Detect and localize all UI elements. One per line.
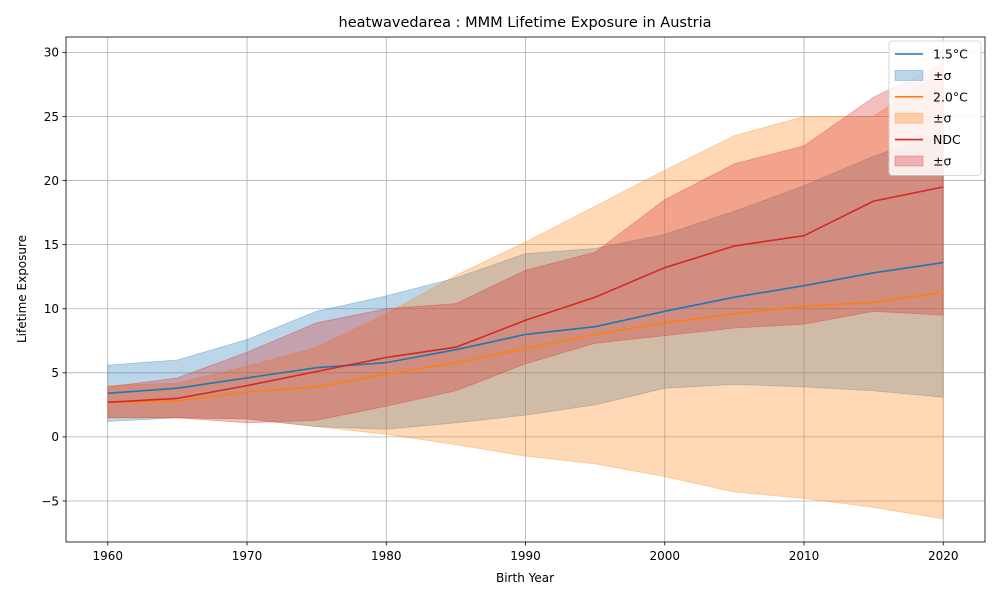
x-tick-label: 1990 — [510, 549, 541, 563]
x-tick-label: 1970 — [232, 549, 263, 563]
line-1-5-c — [107, 261, 944, 395]
x-tick-label: 1960 — [92, 549, 123, 563]
x-axis-ticks: 1960 1970 1980 1990 2000 2010 2020 — [92, 542, 959, 563]
legend-band-swatch — [894, 155, 924, 167]
line-ndc — [107, 186, 944, 404]
legend-box — [888, 40, 982, 176]
x-tick-label: 2020 — [928, 549, 959, 563]
y-tick-label: 30 — [44, 46, 59, 60]
x-tick-label: 1980 — [371, 549, 402, 563]
x-axis-label: Birth Year — [496, 571, 554, 585]
legend-band-swatch — [894, 70, 924, 81]
legend-band-label: ±σ — [933, 68, 951, 83]
x-tick-label: 2010 — [789, 549, 820, 563]
y-tick-label: 10 — [44, 302, 59, 316]
y-tick-label: −5 — [41, 494, 59, 508]
y-tick-label: 15 — [44, 238, 59, 252]
legend-band-swatch — [894, 112, 924, 124]
y-axis-ticks: −5 0 5 10 15 20 25 30 — [41, 46, 66, 508]
line-2-0-c — [107, 291, 944, 404]
grid-lines — [66, 37, 985, 542]
legend-band-label: ±σ — [933, 111, 951, 126]
y-tick-label: 5 — [51, 366, 59, 380]
band-1-5-c — [107, 131, 944, 430]
band-ndc — [107, 63, 944, 424]
legend: 1.5°C ±σ 2.0°C ±σ NDC ±σ — [888, 40, 982, 176]
legend-label: 1.5°C — [933, 47, 968, 62]
y-tick-label: 0 — [51, 430, 59, 444]
legend-band-label: ±σ — [933, 154, 951, 169]
x-tick-label: 2000 — [649, 549, 680, 563]
chart-title: heatwavedarea : MMM Lifetime Exposure in… — [339, 15, 712, 31]
y-tick-label: 20 — [44, 174, 59, 188]
y-axis-label: Lifetime Exposure — [15, 235, 29, 343]
band-2-0-c — [107, 69, 944, 520]
series-lines — [107, 186, 944, 404]
legend-label: NDC — [933, 132, 961, 147]
legend-label: 2.0°C — [933, 89, 968, 104]
y-tick-label: 25 — [44, 110, 59, 124]
uncertainty-bands — [107, 63, 944, 520]
